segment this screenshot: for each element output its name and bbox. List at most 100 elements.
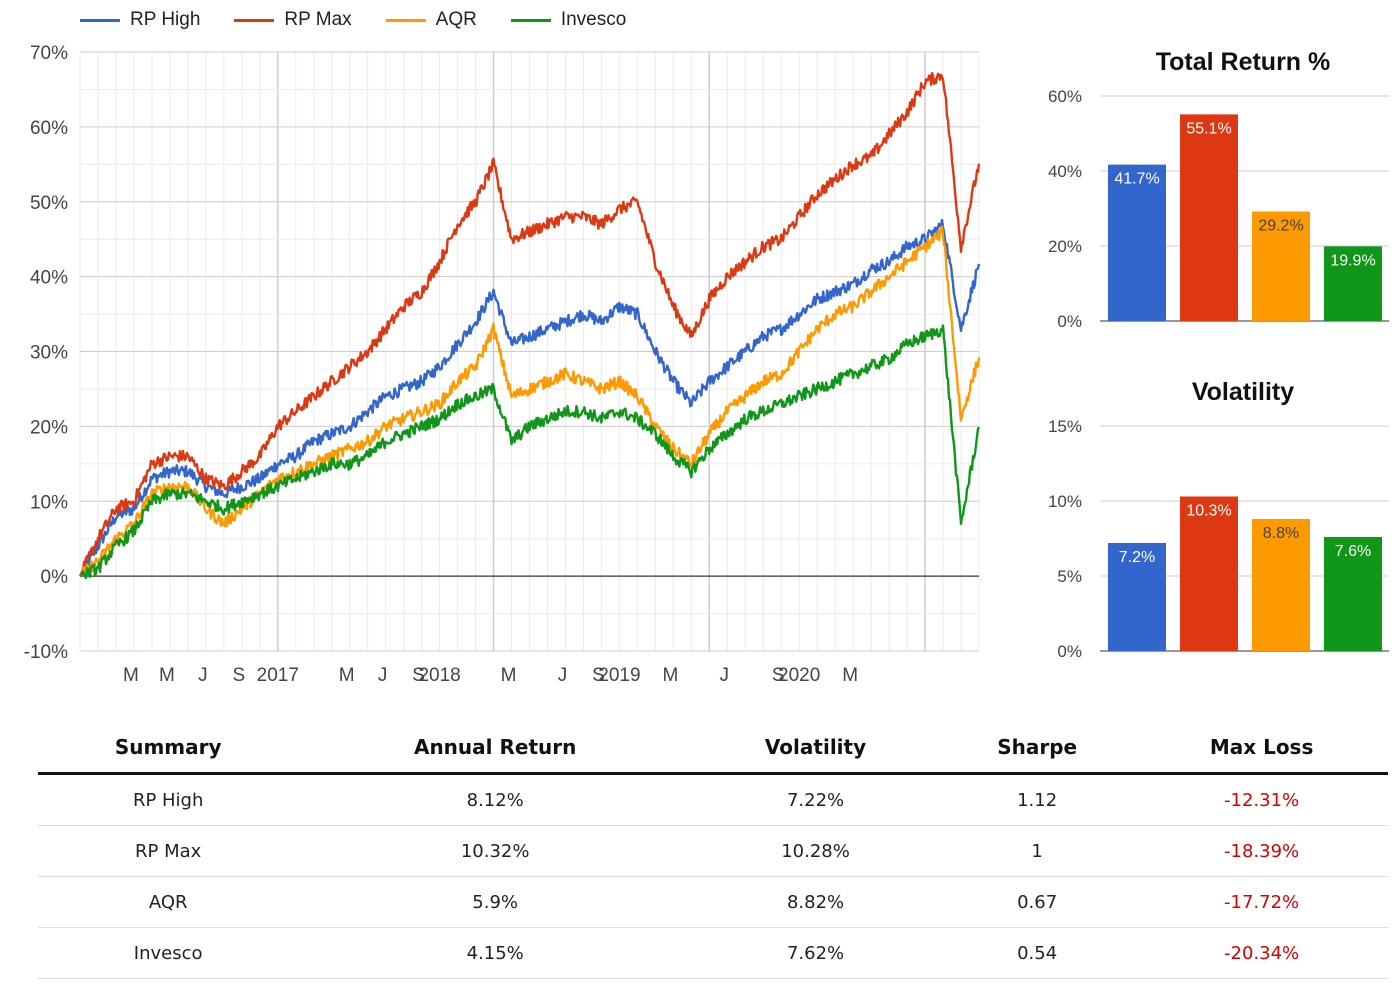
legend-label: Invesco	[560, 9, 627, 30]
cell-annual-return: 4.15%	[298, 927, 692, 979]
cell-sharpe: 1	[939, 825, 1136, 877]
legend-swatch	[234, 18, 275, 22]
bar-rp-high	[1108, 543, 1166, 651]
x-tick-label: 2018	[418, 665, 460, 686]
cell-sharpe: 1.12	[939, 773, 1136, 826]
bar-data-label: 41.7%	[1114, 171, 1159, 188]
y-tick-label: 70%	[30, 43, 68, 64]
series-line-aqr	[79, 225, 981, 578]
cumulative-return-line-chart: 70%60%50%40%30%20%10%0%-10%M M J S 2017 M J S20…	[24, 43, 981, 686]
x-tick-label: 2017	[257, 665, 299, 686]
y-tick-label: 0%	[41, 567, 69, 588]
cell-max-loss: -20.34%	[1135, 927, 1388, 979]
header-summary: Summary	[38, 722, 299, 775]
bar-data-label: 10.3%	[1186, 503, 1231, 520]
bar-aqr	[1252, 211, 1310, 321]
x-tick-label: M	[123, 665, 139, 686]
legend-item-rp-high: RP High	[80, 9, 200, 31]
legend-swatch	[385, 18, 426, 22]
x-tick-label: J	[198, 665, 208, 686]
bar-data-label: 29.2%	[1258, 218, 1303, 235]
cell-name: RP High	[38, 773, 299, 826]
x-tick-label: J	[378, 665, 388, 686]
legend-label: RP Max	[284, 9, 352, 30]
legend-swatch	[510, 18, 551, 22]
legend-swatch	[80, 18, 120, 22]
bar-data-label: 7.2%	[1119, 549, 1155, 566]
bar-chart-title: Volatility	[1192, 378, 1294, 406]
y-tick-label: 20%	[30, 417, 68, 438]
y-tick-label: 10%	[1048, 492, 1082, 511]
table-header-row: Summary Annual Return Volatility Sharpe …	[38, 722, 1388, 775]
bar-rp-max	[1180, 496, 1238, 651]
x-tick-label: M	[662, 665, 678, 686]
volatility-bar-chart: Volatility 15% 10% 5% 0% 7.2% 10.3% 8.8% 7.6%	[1048, 378, 1389, 661]
bar-data-label: 55.1%	[1186, 120, 1231, 137]
legend-label: RP High	[130, 9, 201, 30]
y-tick-label: 15%	[1048, 417, 1082, 436]
cell-volatility: 8.82%	[691, 876, 940, 928]
total-return-bar-chart: Total Return % 60% 40% 20% 0% 41.7% 55.1% 29.2%…	[1048, 48, 1389, 331]
legend-item-aqr: AQR	[385, 9, 477, 31]
table-row: RP High 8.12% 7.22% 1.12 -12.31%	[38, 773, 1388, 826]
y-tick-label: 40%	[30, 268, 68, 289]
bar-rp-high	[1108, 164, 1166, 321]
series-line-rp-max	[78, 72, 981, 577]
y-tick-label: 20%	[1048, 237, 1082, 256]
x-tick-label: M	[842, 665, 858, 686]
y-tick-label: 50%	[30, 193, 68, 214]
x-tick-label: 2020	[778, 665, 820, 686]
grid	[79, 51, 980, 652]
bar-invesco	[1324, 537, 1382, 651]
summary-table: Summary Annual Return Volatility Sharpe …	[38, 722, 1388, 979]
cell-volatility: 7.22%	[691, 773, 940, 826]
x-tick-label: J	[558, 665, 568, 686]
bar-chart-title: Total Return %	[1156, 48, 1331, 76]
y-tick-label: 10%	[30, 492, 68, 513]
cell-name: RP Max	[38, 825, 299, 877]
x-tick-label: M	[501, 665, 517, 686]
y-tick-label: 60%	[1048, 87, 1082, 106]
cell-max-loss: -18.39%	[1135, 825, 1388, 877]
header-annual-return: Annual Return	[298, 722, 692, 775]
y-tick-label: 0%	[1057, 312, 1082, 331]
table-row: Invesco 4.15% 7.62% 0.54 -20.34%	[38, 927, 1388, 979]
cell-annual-return: 8.12%	[298, 773, 692, 826]
cell-sharpe: 0.67	[939, 876, 1136, 928]
bar-rp-max	[1180, 114, 1238, 321]
series-line-invesco	[79, 324, 981, 580]
cell-max-loss: -17.72%	[1135, 876, 1388, 928]
header-volatility: Volatility	[691, 722, 940, 775]
legend-label: AQR	[435, 9, 477, 30]
x-tick-label: S	[412, 665, 425, 686]
y-tick-label: 60%	[30, 118, 68, 139]
y-tick-label: 0%	[1057, 642, 1082, 661]
chart-legend: RP High RP Max AQR Invesco	[80, 6, 660, 34]
x-tick-label: J	[720, 665, 730, 686]
x-tick-label: 2019	[598, 665, 640, 686]
bar-aqr	[1252, 519, 1310, 651]
cell-name: AQR	[38, 876, 299, 928]
legend-item-invesco: Invesco	[510, 9, 627, 31]
y-tick-label: -10%	[24, 642, 68, 663]
bar-invesco	[1324, 246, 1382, 321]
header-max-loss: Max Loss	[1135, 722, 1388, 775]
x-tick-label: S	[772, 665, 785, 686]
y-tick-label: 30%	[30, 343, 68, 364]
cell-volatility: 7.62%	[691, 927, 940, 979]
bar-data-label: 19.9%	[1330, 252, 1375, 269]
table-row: AQR 5.9% 8.82% 0.67 -17.72%	[38, 876, 1388, 928]
cell-name: Invesco	[38, 927, 299, 979]
bar-data-label: 8.8%	[1263, 525, 1299, 542]
cell-max-loss: -12.31%	[1135, 773, 1388, 826]
y-tick-label: 40%	[1048, 162, 1082, 181]
x-tick-label: M	[339, 665, 355, 686]
legend-item-rp-max: RP Max	[234, 9, 352, 31]
x-tick-label: S	[592, 665, 605, 686]
header-sharpe: Sharpe	[939, 722, 1136, 775]
table-row: RP Max 10.32% 10.28% 1 -18.39%	[38, 825, 1388, 877]
cell-annual-return: 10.32%	[298, 825, 692, 877]
cell-sharpe: 0.54	[939, 927, 1136, 979]
y-tick-label: 5%	[1057, 567, 1082, 586]
bar-data-label: 7.6%	[1335, 543, 1371, 560]
